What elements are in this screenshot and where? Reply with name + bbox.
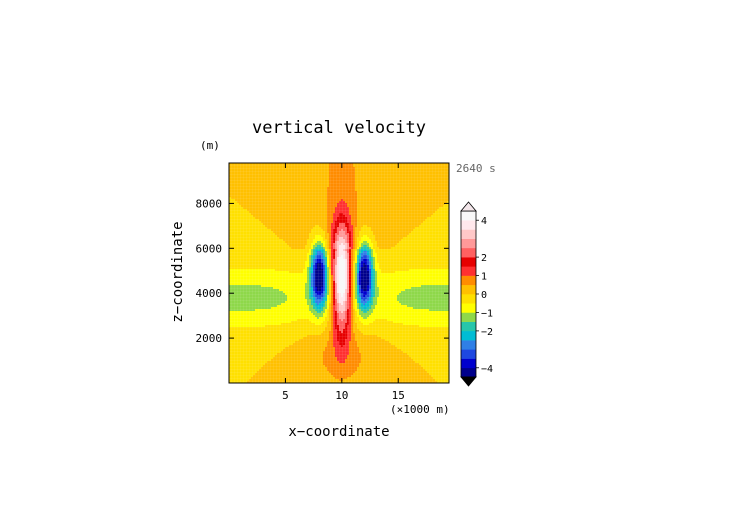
colorbar-segment [461,358,476,369]
colorbar-segment [461,238,476,249]
chart-title: vertical velocity [252,118,426,138]
colorbar-tick-label: −4 [481,364,493,375]
colorbar-tick-label: −1 [481,308,493,319]
colorbar-segment [461,211,476,221]
time-label: 2640 s [456,162,496,175]
y-axis-label: z−coordinate [170,221,186,322]
x-unit-label: (×1000 m) [390,403,450,416]
x-tick-label: 10 [335,389,348,402]
colorbar-tick-label: −2 [481,327,493,338]
colorbar-segment [461,247,476,258]
colorbar-segment [461,330,476,341]
colorbar-tick-label: 4 [481,216,487,227]
y-tick-label: 4000 [196,287,223,300]
colorbar-tick-label: 1 [481,272,487,283]
colorbar-segment [461,275,476,286]
y-tick-label: 2000 [196,332,223,345]
colorbar-top-extend [460,201,477,212]
plot-grid [229,163,449,383]
colorbar-segment [461,294,476,304]
x-axis: 5 10 15 [282,163,405,402]
colorbar-bottom-extend [460,376,477,387]
plot-frame [228,162,450,384]
colorbar-segment [461,220,476,230]
x-axis-label: x−coordinate [288,424,389,440]
colorbar-tick-label: 2 [481,253,487,264]
colorbar-segment [461,349,476,359]
colorbar-segment [461,367,476,378]
x-tick-label: 15 [392,389,405,402]
colorbar-segment [461,229,476,239]
colorbar-segment [461,321,476,332]
colorbar-segment [461,266,476,276]
y-tick-label: 8000 [196,197,223,210]
colorbar-segment [461,340,476,350]
colorbar-segment [461,257,476,267]
y-tick-label: 6000 [196,242,223,255]
x-tick-label: 5 [282,389,289,402]
colorbar-segment [461,312,476,322]
y-axis: 2000 4000 6000 8000 [196,197,449,345]
y-unit-label: (m) [200,139,220,152]
colorbar-segment [461,303,476,313]
colorbar-tick-label: 0 [481,290,487,301]
colorbar-segment [461,284,476,295]
colorbar: 4 2 1 0 −1 −2 −4 [460,201,493,387]
